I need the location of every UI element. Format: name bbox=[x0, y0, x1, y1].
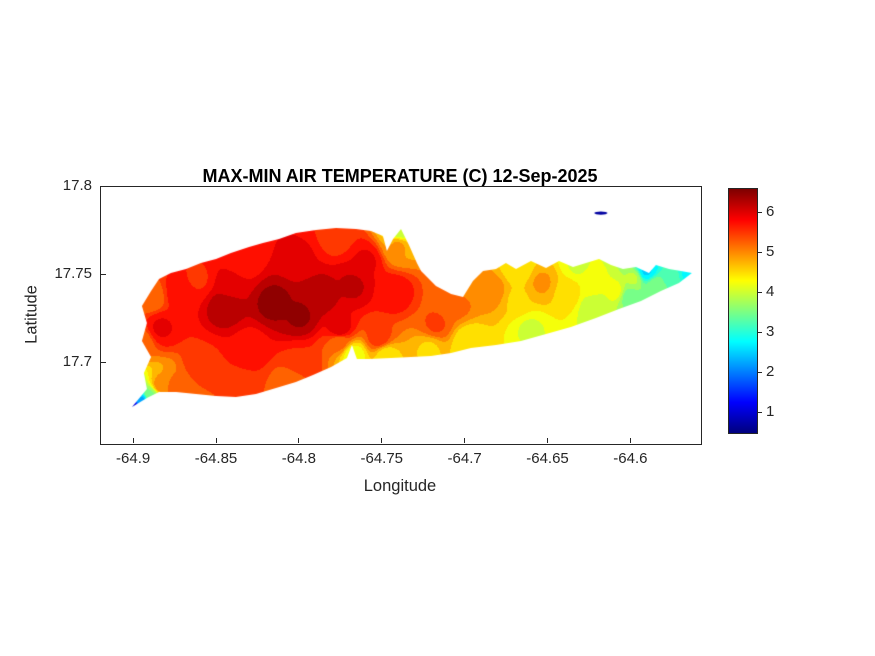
colorbar-tick-label: 3 bbox=[766, 323, 775, 340]
x-tick-label: -64.75 bbox=[360, 450, 404, 467]
colorbar-tick-mark bbox=[758, 251, 762, 253]
x-tick-mark bbox=[215, 438, 217, 443]
x-tick-label: -64.65 bbox=[526, 450, 569, 467]
plot-area bbox=[100, 186, 702, 445]
x-tick-label: -64.9 bbox=[116, 450, 151, 467]
y-tick-mark bbox=[101, 361, 106, 363]
x-tick-label: -64.8 bbox=[281, 450, 316, 467]
colorbar-tick-label: 5 bbox=[766, 243, 775, 260]
colorbar-tick-label: 1 bbox=[766, 403, 775, 420]
x-tick-label: -64.7 bbox=[447, 450, 482, 467]
y-axis-label: Latitude bbox=[22, 285, 41, 344]
colorbar-tick-mark bbox=[758, 411, 762, 413]
y-tick-label: 17.8 bbox=[62, 177, 92, 194]
plot-title: MAX-MIN AIR TEMPERATURE (C) 12-Sep-2025 bbox=[202, 166, 598, 186]
x-tick-mark bbox=[629, 438, 631, 443]
colorbar-tick-label: 4 bbox=[766, 283, 775, 300]
colorbar-tick-mark bbox=[758, 331, 762, 333]
colorbar-tick-mark bbox=[758, 291, 762, 293]
x-tick-mark bbox=[381, 438, 383, 443]
y-tick-mark bbox=[101, 273, 106, 275]
x-tick-mark bbox=[464, 438, 466, 443]
colorbar-gradient-canvas bbox=[729, 189, 757, 433]
x-tick-label: -64.85 bbox=[194, 450, 238, 467]
x-tick-mark bbox=[132, 438, 134, 443]
colorbar-tick-label: 6 bbox=[766, 203, 775, 220]
x-tick-mark bbox=[298, 438, 300, 443]
colorbar-tick-label: 2 bbox=[766, 363, 775, 380]
x-tick-label: -64.6 bbox=[613, 450, 648, 467]
y-tick-mark bbox=[101, 185, 106, 187]
x-axis-label: Longitude bbox=[363, 477, 437, 495]
heatmap-canvas bbox=[101, 187, 701, 444]
colorbar-tick-mark bbox=[758, 371, 762, 373]
y-tick-label: 17.75 bbox=[54, 265, 92, 282]
y-tick-label: 17.7 bbox=[62, 353, 92, 371]
colorbar-tick-mark bbox=[758, 211, 762, 213]
colorbar bbox=[728, 188, 758, 434]
x-tick-mark bbox=[547, 438, 548, 443]
